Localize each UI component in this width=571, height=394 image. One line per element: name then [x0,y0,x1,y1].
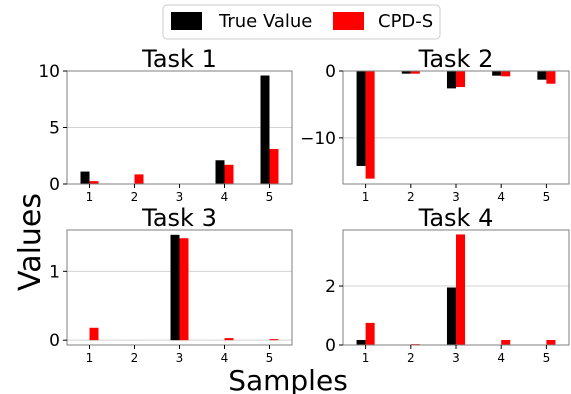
bar-true-value-sample-3 [170,234,180,341]
bar-cpd-s-sample-5 [269,339,279,341]
x-tick-label: 4 [497,351,505,365]
x-tick-label: 3 [452,351,460,365]
x-tick-label: 2 [407,351,415,365]
x-tick-label: 3 [452,190,460,204]
legend-frame [162,4,441,40]
y-axis-label: Values [13,193,48,291]
x-tick-label: 2 [407,190,415,204]
bar-cpd-s-sample-1 [365,322,375,345]
subplot-3: 0 1 1 2 3 4 5 Task 3 [49,204,293,365]
subplot-title: Task 4 [418,204,494,232]
x-tick-label: 5 [543,351,551,365]
legend: True Value CPD-S [162,4,441,40]
x-tick-label: 3 [176,190,184,204]
y-tick-label: 5 [49,119,60,139]
bar-cpd-s-sample-4 [501,71,511,77]
x-tick-label: 4 [497,190,505,204]
bar-cpd-s-sample-5 [546,71,556,84]
bar-true-value-sample-1 [80,171,90,184]
bar-true-value-sample-4 [215,160,225,184]
bar-true-value-sample-5 [537,71,547,80]
x-tick-label: 5 [266,190,274,204]
legend-swatch-cpd-s [333,12,364,30]
x-tick-label: 5 [266,351,274,365]
x-tick-label: 4 [221,351,229,365]
bar-true-value-sample-4 [492,71,502,76]
bar-cpd-s-sample-2 [134,174,144,184]
y-tick-label: 0 [49,175,60,195]
y-tick-label: 1 [49,262,60,282]
bar-cpd-s-sample-5 [546,339,556,345]
y-tick-label: −10 [300,129,336,149]
subplot-title: Task 2 [418,45,494,73]
x-tick-label: 1 [86,351,94,365]
subplot-4: 0 2 1 2 3 4 5 Task 4 [325,204,570,365]
bar-true-value-sample-2 [401,71,411,74]
y-tick-label: 0 [49,331,60,351]
bar-cpd-s-sample-3 [456,71,466,88]
bar-cpd-s-sample-3 [179,238,189,341]
subplot-title: Task 1 [141,45,217,73]
bar-cpd-s-sample-1 [89,181,99,184]
subplot-title: Task 3 [141,204,217,232]
bar-true-value-sample-1 [356,71,366,166]
x-tick-label: 1 [362,351,370,365]
subplot-1: 0 5 10 1 2 3 4 5 Task 1 [38,45,293,204]
x-tick-label: 2 [131,190,139,204]
bar-true-value-sample-5 [260,75,270,184]
bar-cpd-s-sample-3 [456,234,466,345]
y-tick-label: 0 [325,336,336,356]
legend-swatch-true-value [171,12,202,30]
y-tick-label: 10 [38,62,60,82]
legend-label-true-value: True Value [218,11,312,32]
bar-cpd-s-sample-5 [269,148,279,184]
bar-true-value-sample-1 [356,339,366,345]
bar-cpd-s-sample-4 [501,339,511,345]
bar-true-value-sample-3 [446,71,456,89]
y-tick-label: 2 [325,277,336,297]
x-tick-label: 5 [543,190,551,204]
bar-cpd-s-sample-4 [224,164,234,184]
bar-cpd-s-sample-1 [365,71,375,179]
legend-label-cpd-s: CPD-S [378,11,433,32]
x-tick-label: 2 [131,351,139,365]
x-axis-label: Samples [228,364,348,394]
bar-true-value-sample-3 [446,287,456,345]
bar-cpd-s-sample-1 [89,327,99,341]
bar-cpd-s-sample-4 [224,338,234,341]
bar-cpd-s-sample-2 [410,71,420,74]
subplot-2: 0 −10 1 2 3 4 5 Task 2 [300,45,570,204]
x-tick-label: 4 [221,190,229,204]
x-tick-label: 1 [86,190,94,204]
x-tick-label: 3 [176,351,184,365]
y-tick-label: 0 [325,62,336,82]
x-tick-label: 1 [362,190,370,204]
